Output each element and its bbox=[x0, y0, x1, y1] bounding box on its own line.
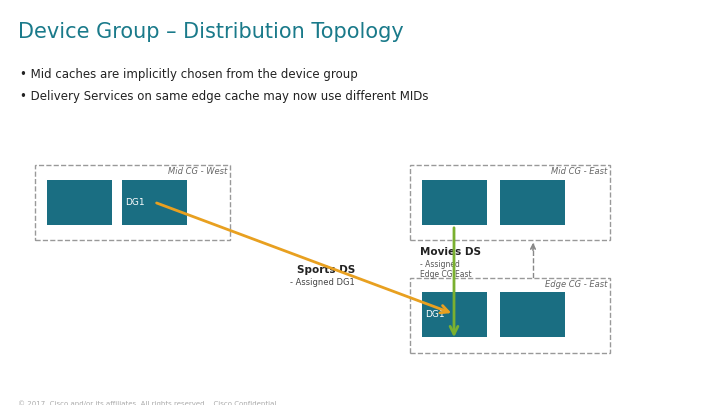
Text: DG1: DG1 bbox=[125, 198, 145, 207]
Text: Sports DS: Sports DS bbox=[297, 265, 355, 275]
Bar bbox=[422, 292, 487, 337]
Text: Mid CG - East: Mid CG - East bbox=[551, 167, 607, 176]
Text: Edge CG - East: Edge CG - East bbox=[544, 280, 607, 289]
Text: Edge CG East: Edge CG East bbox=[420, 270, 472, 279]
Text: Movies DS: Movies DS bbox=[420, 247, 481, 257]
Text: • Delivery Services on same edge cache may now use different MIDs: • Delivery Services on same edge cache m… bbox=[20, 90, 428, 103]
Bar bbox=[122, 180, 187, 225]
Bar bbox=[35, 165, 230, 240]
Bar bbox=[422, 180, 487, 225]
Text: Device Group – Distribution Topology: Device Group – Distribution Topology bbox=[18, 22, 404, 42]
Bar bbox=[500, 180, 565, 225]
Bar bbox=[410, 278, 610, 353]
Bar bbox=[410, 165, 610, 240]
Text: © 2017  Cisco and/or its affiliates. All rights reserved.   Cisco Confidential: © 2017 Cisco and/or its affiliates. All … bbox=[18, 400, 276, 405]
Text: Mid CG - West: Mid CG - West bbox=[168, 167, 227, 176]
Text: - Assigned: - Assigned bbox=[420, 260, 460, 269]
Bar bbox=[47, 180, 112, 225]
Text: • Mid caches are implicitly chosen from the device group: • Mid caches are implicitly chosen from … bbox=[20, 68, 358, 81]
Text: - Assigned DG1: - Assigned DG1 bbox=[290, 278, 355, 287]
Text: DG1: DG1 bbox=[425, 310, 445, 319]
Bar bbox=[500, 292, 565, 337]
